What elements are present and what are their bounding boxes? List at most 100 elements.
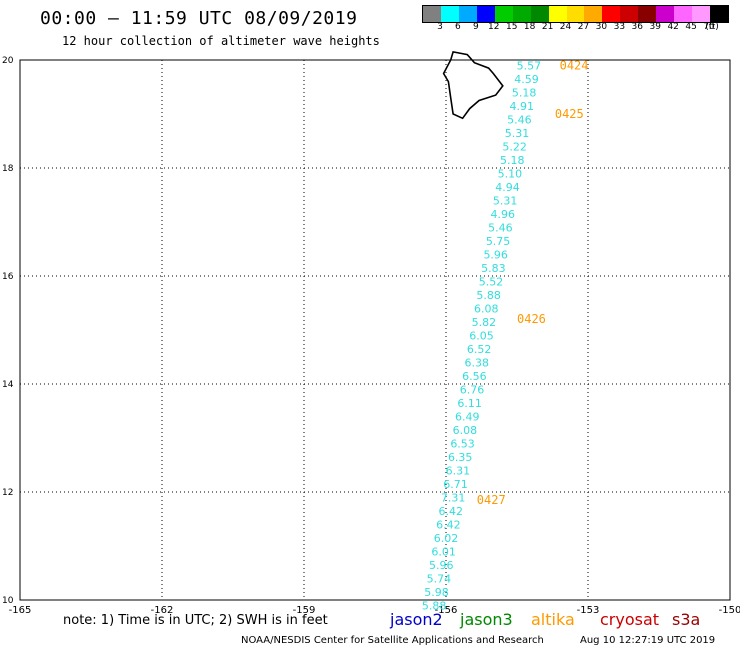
legend-label: 27 — [577, 22, 590, 32]
pass-time-label: 0427 — [477, 493, 506, 507]
lon-tick-label: -165 — [9, 605, 32, 616]
page-subtitle: 12 hour collection of altimeter wave hei… — [62, 34, 380, 48]
wave-height-label: 5.96 — [483, 248, 508, 261]
legend-label: 12 — [488, 22, 500, 32]
satellite-jason2: jason2 — [390, 610, 443, 629]
wave-height-label: 6.52 — [467, 343, 492, 356]
wave-height-label: 6.08 — [474, 302, 499, 315]
legend-swatch — [638, 6, 657, 22]
wave-height-label: 6.42 — [438, 505, 463, 518]
legend-swatch — [548, 6, 567, 22]
wave-height-label: 5.10 — [498, 167, 523, 180]
legend-swatch — [710, 6, 728, 22]
wave-height-label: 5.88 — [422, 599, 447, 612]
satellite-cryosat: cryosat — [600, 610, 660, 629]
legend-label: 9 — [472, 22, 479, 32]
legend-label: 36 — [631, 22, 644, 32]
legend-label: 6 — [455, 22, 461, 32]
legend-label: 24 — [559, 22, 572, 32]
wave-height-label: 6.02 — [434, 532, 459, 545]
page-title: 00:00 – 11:59 UTC 08/09/2019 — [40, 8, 358, 29]
footer-timestamp: Aug 10 12:27:19 UTC 2019 — [580, 635, 716, 646]
legend-unit: (ft) — [705, 22, 719, 32]
wave-height-label: 5.46 — [507, 113, 532, 126]
legend-swatch — [620, 6, 639, 22]
wave-height-label: 5.18 — [500, 154, 525, 167]
pass-time-label: 0425 — [555, 107, 584, 121]
wave-height-label: 5.52 — [479, 275, 504, 288]
wave-height-values: 5.574.595.184.915.465.315.225.185.104.94… — [422, 59, 541, 612]
wave-height-label: 5.22 — [502, 140, 527, 153]
legend-label: 70 — [703, 22, 715, 32]
wave-height-label: 6.49 — [455, 410, 480, 423]
legend-label: 3 — [437, 22, 443, 32]
hawaii-big-island-outline — [442, 50, 504, 120]
plot-border — [19, 59, 731, 601]
lat-tick-label: 18 — [2, 164, 14, 174]
wave-height-label: 5.74 — [427, 572, 452, 585]
satellite-jason3: jason3 — [460, 610, 513, 629]
legend-label: 30 — [595, 22, 608, 32]
wave-height-label: 6.42 — [436, 518, 461, 531]
axis-tick-labels: -165 -162 -159 -156 -153 -150 20 18 16 14 12 10 — [2, 56, 740, 616]
legend-label: 33 — [613, 22, 626, 32]
legend-swatch — [423, 6, 441, 22]
legend-swatch — [440, 6, 459, 22]
grid-lines — [20, 60, 730, 600]
wave-height-label: 5.31 — [505, 127, 530, 140]
wave-height-label: 6.08 — [453, 424, 478, 437]
legend-swatch — [458, 6, 477, 22]
lat-tick-label: 14 — [2, 380, 14, 390]
time-labels: 0424 0425 0426 0427 — [477, 58, 589, 507]
lon-tick-label: -159 — [293, 605, 316, 616]
lon-tick-label: -153 — [577, 605, 600, 616]
legend-swatch — [476, 6, 495, 22]
wave-height-label: 5.57 — [517, 59, 542, 72]
legend-swatch — [584, 6, 603, 22]
legend-swatch — [512, 6, 531, 22]
wave-height-label: 6.71 — [443, 478, 468, 491]
lat-tick-label: 12 — [2, 488, 13, 498]
wave-height-label: 6.35 — [448, 451, 473, 464]
wave-height-label: 5.31 — [493, 194, 518, 207]
wave-height-label: 6.53 — [450, 437, 475, 450]
wave-height-label: 6.05 — [469, 329, 494, 342]
lon-tick-label: -150 — [719, 605, 740, 616]
legend-swatch — [656, 6, 675, 22]
wave-height-color-legend — [422, 5, 729, 23]
legend-label: 21 — [541, 22, 554, 32]
wave-height-label: 6.56 — [462, 370, 487, 383]
wave-height-label: 6.31 — [446, 464, 471, 477]
lon-tick-label: -162 — [151, 605, 174, 616]
wave-height-label: 5.88 — [476, 289, 501, 302]
legend-labels: 3 6 9 12 15 18 21 24 27 30 33 36 39 42 45 70 (ft) — [422, 22, 727, 34]
wave-height-label: 6.38 — [465, 356, 490, 369]
wave-height-label: 5.18 — [512, 86, 537, 99]
lat-tick-label: 10 — [2, 596, 14, 606]
legend-swatch — [566, 6, 585, 22]
legend-swatch — [530, 6, 549, 22]
legend-label: 18 — [523, 22, 536, 32]
wave-height-label: 5.98 — [424, 586, 449, 599]
wave-height-label: 5.82 — [472, 316, 497, 329]
satellite-altika: altika — [531, 610, 575, 629]
legend-label: 45 — [685, 22, 697, 32]
lat-tick-label: 20 — [2, 56, 14, 66]
wave-height-label: 4.59 — [514, 73, 539, 86]
wave-height-label: 6.76 — [460, 383, 485, 396]
wave-height-label: 6.11 — [457, 397, 482, 410]
wave-height-label: 5.96 — [429, 559, 454, 572]
wave-height-label: 4.94 — [495, 181, 520, 194]
wave-height-label: 7.31 — [441, 491, 466, 504]
wave-height-label: 5.83 — [481, 262, 506, 275]
legend-swatch — [692, 6, 710, 22]
footer-credit: NOAA/NESDIS Center for Satellite Applica… — [241, 635, 544, 646]
legend-swatch — [602, 6, 621, 22]
legend-swatch — [674, 6, 693, 22]
pass-time-label: 0424 — [560, 58, 589, 72]
lon-tick-label: -156 — [435, 605, 458, 616]
wave-height-label: 4.91 — [509, 100, 534, 113]
legend-label: 39 — [649, 22, 661, 32]
legend-label: 15 — [505, 22, 518, 32]
